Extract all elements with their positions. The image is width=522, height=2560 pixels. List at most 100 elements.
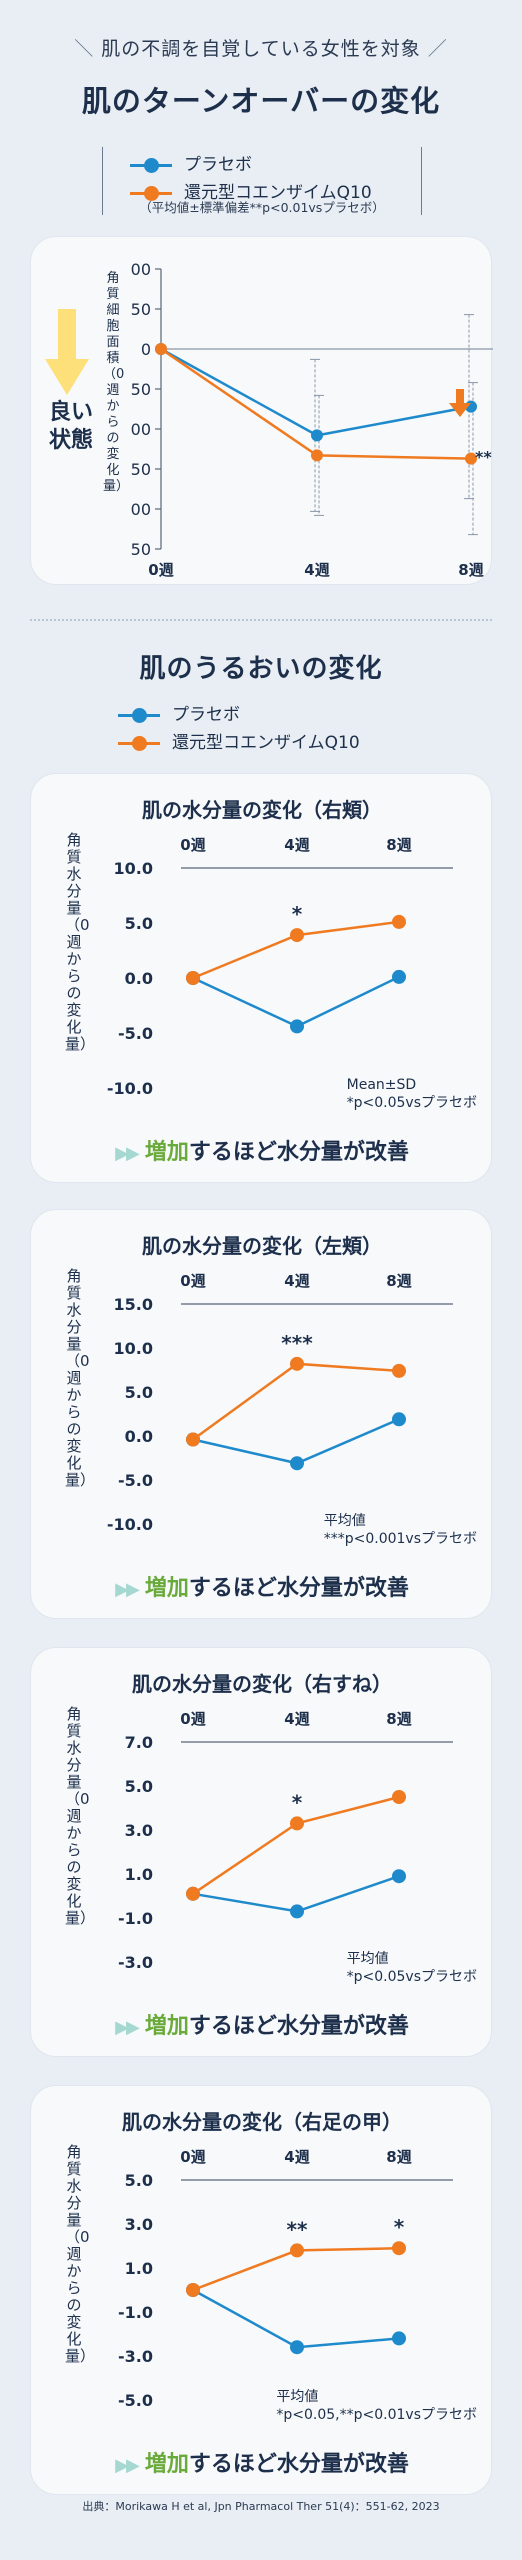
legend-marker-placebo xyxy=(118,707,160,723)
data-point-placebo xyxy=(290,1456,304,1471)
moisture-legend: プラセボ 還元型コエンザイムQ10 xyxy=(118,700,438,760)
improvement-keyword: 増加 xyxy=(144,1140,189,1165)
moisture-y-axis-label: 角質水分量（0週からの変化量） xyxy=(65,1705,96,1927)
moisture-y-axis-label: 角質水分量（0週からの変化量） xyxy=(65,2143,96,2365)
y-tick-label: -100 xyxy=(131,420,151,439)
improvement-keyword: 増加 xyxy=(144,2014,189,2039)
moisture-y-axis-label: 角質水分量（0週からの変化量） xyxy=(65,1267,96,1489)
legend-label-placebo: プラセボ xyxy=(172,705,240,725)
data-point-coq10 xyxy=(392,914,406,929)
legend-marker-coq10 xyxy=(118,735,160,751)
legend-label-placebo: プラセボ xyxy=(184,155,252,175)
x-tick-label: 8週 xyxy=(386,836,411,854)
x-tick-label: 0週 xyxy=(180,2148,205,2166)
note-line: ***p<0.001vsプラセボ xyxy=(323,1531,477,1547)
x-tick-label: 8週 xyxy=(386,1272,411,1290)
moisture-chart-title: 肌の水分量の変化（左頬） xyxy=(142,1234,382,1258)
moisture-card: 肌の水分量の変化（右すね） 角質水分量（0週からの変化量） 0週 4週 8週 7.0 5.0… xyxy=(30,1647,492,2057)
y-tick-label: 3.0 xyxy=(125,2215,153,2234)
y-tick-label: 5.0 xyxy=(125,914,153,933)
y-tick-label: -50 xyxy=(131,380,151,399)
down-arrow-icon xyxy=(45,309,89,395)
moisture-chart-note: 平均値 *p<0.05,**p<0.01vsプラセボ xyxy=(276,2388,477,2424)
significance-marker: * xyxy=(394,2215,405,2239)
moisture-chart-note: 平均値 *p<0.05vsプラセボ xyxy=(347,1950,477,1986)
significance-marker: * xyxy=(292,1790,303,1814)
page-title: 肌のターンオーバーの変化 xyxy=(81,84,441,118)
turnover-card: 良い状態 角質細胞面積（0週からの変化量） 100 50 0 -50 -100 -150 -… xyxy=(30,236,493,585)
y-tick-label: 5.0 xyxy=(125,1383,153,1402)
turnover-legend: プラセボ 還元型コエンザイムQ10 xyxy=(130,150,430,210)
y-tick-label: -5.0 xyxy=(118,1024,153,1043)
x-tick-label: 0週 xyxy=(180,1710,205,1728)
legend-item-coq10: 還元型コエンザイムQ10 xyxy=(130,178,372,203)
series-line-coq10 xyxy=(192,1362,400,1441)
improvement-caption: ▶▶ 増加するほど水分量が改善 xyxy=(31,1570,493,1602)
data-point-placebo xyxy=(290,1019,304,1034)
data-point-coq10 xyxy=(186,1432,200,1447)
data-point-coq10 xyxy=(186,971,200,985)
data-point-coq10 xyxy=(392,1790,406,1804)
x-tick-label: 4週 xyxy=(284,1272,309,1290)
moisture-chart-title: 肌の水分量の変化（右すね） xyxy=(132,1672,392,1696)
moisture-chart: 0週 4週 8週 10.0 5.0 0.0 -5.0 -10.0 * xyxy=(107,836,453,1098)
moisture-chart-note: 平均値 ***p<0.001vsプラセボ xyxy=(324,1512,477,1548)
moisture-section-title: 肌のうるおいの変化 xyxy=(139,654,383,684)
section-divider xyxy=(30,619,492,621)
y-tick-label: 0.0 xyxy=(125,1427,153,1446)
moisture-chart: 0週 4週 8週 15.0 10.0 5.0 0.0 -5.0 -10.0 *** xyxy=(107,1272,453,1534)
note-line: 平均値 xyxy=(276,2389,319,2405)
y-tick-label: 10.0 xyxy=(114,859,153,878)
series-line-coq10 xyxy=(160,347,472,460)
moisture-chart-title: 肌の水分量の変化（右足の甲） xyxy=(122,2110,402,2134)
series-line-placebo xyxy=(160,347,472,437)
legend-bracket xyxy=(102,147,422,215)
x-tick-label: 0週 xyxy=(148,561,173,577)
moisture-chart: 0週 4週 8週 7.0 5.0 3.0 1.0 -1.0 -3.0 * xyxy=(118,1710,453,1972)
x-tick-label: 0週 xyxy=(180,836,205,854)
improvement-caption: ▶▶ 増加するほど水分量が改善 xyxy=(31,2446,493,2478)
y-tick-label: -10.0 xyxy=(107,1515,153,1534)
improvement-text: するほど水分量が改善 xyxy=(188,2452,409,2477)
moisture-card: 肌の水分量の変化（右足の甲） 角質水分量（0週からの変化量） 0週 4週 8週 5.0 3.… xyxy=(30,2085,492,2495)
y-tick-label: 0 xyxy=(141,340,151,359)
moisture-card: 肌の水分量の変化（左頬） 角質水分量（0週からの変化量） 0週 4週 8週 15.0 10.… xyxy=(30,1209,492,1619)
note-line: Mean±SD xyxy=(346,1077,417,1093)
y-tick-label: 15.0 xyxy=(114,1295,153,1314)
legend-item-placebo: プラセボ xyxy=(130,150,252,175)
y-tick-label: -5.0 xyxy=(118,1471,153,1490)
y-tick-label: 7.0 xyxy=(125,1733,153,1752)
data-point-coq10 xyxy=(290,2243,304,2258)
note-line: 平均値 xyxy=(323,1513,366,1529)
improvement-text: するほど水分量が改善 xyxy=(188,2014,409,2039)
slash-left-decoration: ＼ xyxy=(74,38,102,60)
data-point-coq10 xyxy=(392,2241,406,2256)
data-point-placebo xyxy=(392,2331,406,2346)
improvement-caption: ▶▶ 増加するほど水分量が改善 xyxy=(31,1134,493,1166)
moisture-chart: 0週 4週 8週5.03.01.0-1.0-3.0-5.0** * xyxy=(118,2148,453,2410)
x-tick-label: 4週 xyxy=(284,2148,309,2166)
arrow-head xyxy=(449,403,471,417)
y-tick-label: -1.0 xyxy=(118,2303,153,2322)
slash-right-decoration: ／ xyxy=(420,38,448,60)
double-triangle-icon: ▶▶ xyxy=(115,1579,140,1600)
improvement-text: するほど水分量が改善 xyxy=(188,1140,409,1165)
data-point-coq10 xyxy=(155,343,167,355)
data-point-coq10 xyxy=(392,1363,406,1378)
header-kicker: ＼ 肌の不調を自覚している女性を対象 ／ xyxy=(0,34,522,61)
significance-marker: ** xyxy=(475,448,492,467)
legend-label-coq10: 還元型コエンザイムQ10 xyxy=(172,733,360,753)
y-tick-label: -5.0 xyxy=(118,2391,153,2410)
source-citation: 出典：Morikawa H et al, Jpn Pharmacol Ther … xyxy=(82,2500,440,2513)
note-line: *p<0.05vsプラセボ xyxy=(346,1095,477,1111)
note-line: 平均値 xyxy=(346,1951,389,1967)
legend-item-placebo: プラセボ xyxy=(118,700,240,725)
double-triangle-icon: ▶▶ xyxy=(115,2455,140,2476)
improvement-caption: ▶▶ 増加するほど水分量が改善 xyxy=(31,2008,493,2040)
moisture-chart-title: 肌の水分量の変化（右頬） xyxy=(142,798,382,822)
kicker-text: 肌の不調を自覚している女性を対象 xyxy=(101,38,421,60)
y-tick-label: -250 xyxy=(131,540,151,559)
significance-marker: ** xyxy=(287,2217,308,2241)
improvement-text: するほど水分量が改善 xyxy=(188,1576,409,1601)
y-tick-label: -150 xyxy=(131,460,151,479)
